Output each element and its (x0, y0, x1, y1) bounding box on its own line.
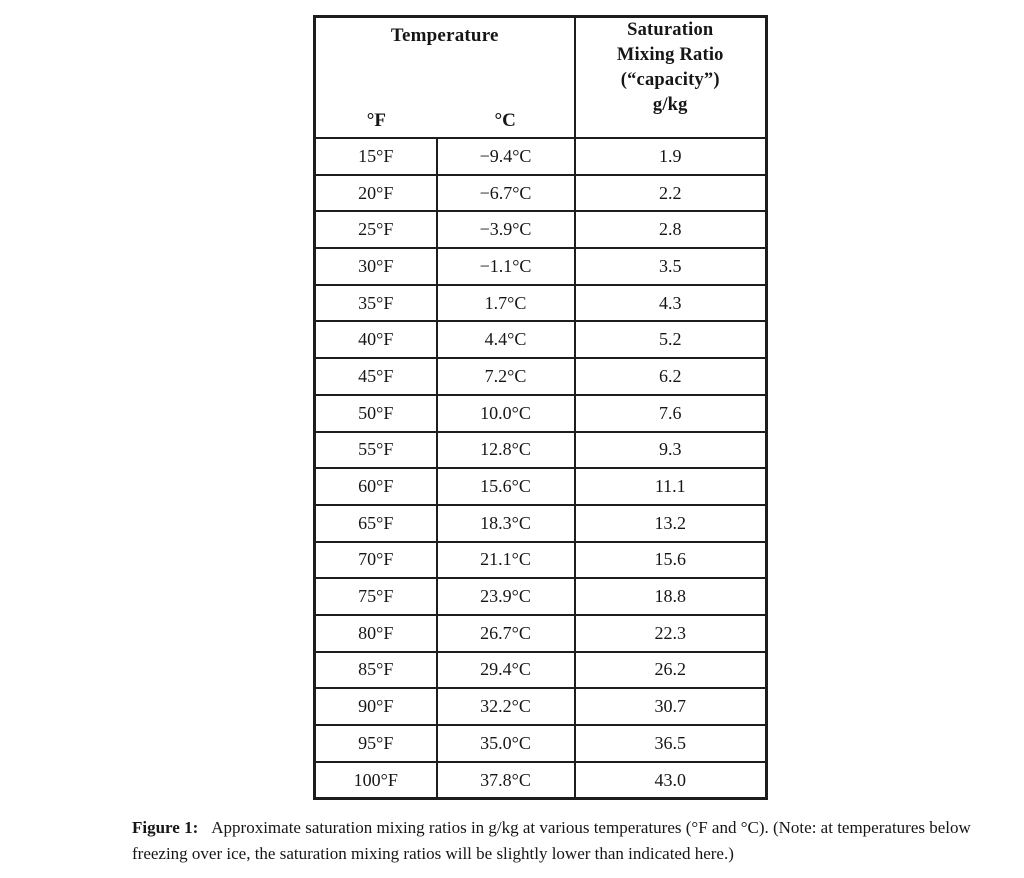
fahrenheit-column-label: °F (366, 110, 387, 131)
ratio-cell: 3.5 (573, 247, 768, 286)
table-row: 80°F 26.7°C 22.3 (313, 613, 768, 653)
temp-f-cell: 15°F (313, 137, 438, 176)
temp-c-cell: −3.9°C (435, 210, 576, 250)
saturation-header-line-1: Saturation (627, 20, 714, 40)
temp-c-cell: −6.7°C (435, 173, 576, 213)
ratio-cell: 2.2 (573, 173, 768, 213)
table-row: 30°F −1.1°C 3.5 (313, 247, 768, 286)
temp-c-cell: −9.4°C (435, 137, 576, 176)
table-header-row: Temperature °F °C Saturation Mixing Rati… (313, 15, 768, 139)
saturation-mixing-ratio-table: Temperature °F °C Saturation Mixing Rati… (313, 15, 768, 801)
unit-labels-row: °F °C (316, 110, 574, 132)
temp-f-cell: 50°F (313, 393, 438, 433)
temp-c-cell: 7.2°C (435, 357, 576, 396)
temp-c-cell: 37.8°C (435, 760, 576, 800)
temperature-header-label: Temperature (390, 25, 499, 46)
table-row: 90°F 32.2°C 30.7 (313, 687, 768, 726)
table-row: 15°F −9.4°C 1.9 (313, 137, 768, 176)
table-row: 35°F 1.7°C 4.3 (313, 283, 768, 323)
temp-f-cell: 90°F (313, 687, 438, 726)
temp-f-cell: 100°F (313, 760, 438, 800)
ratio-cell: 11.1 (573, 467, 768, 506)
table-row: 75°F 23.9°C 18.8 (313, 577, 768, 616)
temp-f-cell: 70°F (313, 540, 438, 580)
temp-c-cell: 23.9°C (435, 577, 576, 616)
temperature-header-cell: Temperature °F °C (313, 15, 576, 139)
temp-c-cell: −1.1°C (435, 247, 576, 286)
saturation-header-line-4: g/kg (652, 95, 688, 115)
ratio-cell: 1.9 (573, 137, 768, 176)
temp-c-cell: 1.7°C (435, 283, 576, 323)
temp-f-cell: 35°F (313, 283, 438, 323)
table-row: 70°F 21.1°C 15.6 (313, 540, 768, 580)
table-row: 45°F 7.2°C 6.2 (313, 357, 768, 396)
ratio-cell: 2.8 (573, 210, 768, 250)
ratio-cell: 13.2 (573, 503, 768, 543)
temp-c-cell: 12.8°C (435, 430, 576, 470)
ratio-cell: 18.8 (573, 577, 768, 616)
ratio-cell: 22.3 (573, 613, 768, 653)
table-row: 85°F 29.4°C 26.2 (313, 650, 768, 690)
temp-c-cell: 15.6°C (435, 467, 576, 506)
temp-f-cell: 75°F (313, 577, 438, 616)
table-row: 55°F 12.8°C 9.3 (313, 430, 768, 470)
temp-f-cell: 80°F (313, 613, 438, 653)
ratio-cell: 9.3 (573, 430, 768, 470)
table-row: 95°F 35.0°C 36.5 (313, 724, 768, 763)
temp-f-cell: 55°F (313, 430, 438, 470)
saturation-header-cell: Saturation Mixing Ratio (“capacity”) g/k… (573, 15, 768, 139)
temp-f-cell: 40°F (313, 320, 438, 360)
temp-c-cell: 29.4°C (435, 650, 576, 690)
table-row: 100°F 37.8°C 43.0 (313, 760, 768, 800)
ratio-cell: 26.2 (573, 650, 768, 690)
ratio-cell: 30.7 (573, 687, 768, 726)
temp-c-cell: 32.2°C (435, 687, 576, 726)
temp-c-cell: 10.0°C (435, 393, 576, 433)
figure-caption-text: Approximate saturation mixing ratios in … (132, 818, 971, 863)
table-row: 25°F −3.9°C 2.8 (313, 210, 768, 250)
temp-f-cell: 85°F (313, 650, 438, 690)
temp-f-cell: 25°F (313, 210, 438, 250)
figure-caption: Figure 1: Approximate saturation mixing r… (132, 815, 1014, 866)
table-row: 60°F 15.6°C 11.1 (313, 467, 768, 506)
temp-f-cell: 65°F (313, 503, 438, 543)
table-row: 40°F 4.4°C 5.2 (313, 320, 768, 360)
temp-c-cell: 18.3°C (435, 503, 576, 543)
temp-f-cell: 95°F (313, 724, 438, 763)
temp-f-cell: 45°F (313, 357, 438, 396)
ratio-cell: 43.0 (573, 760, 768, 800)
table-row: 50°F 10.0°C 7.6 (313, 393, 768, 433)
temp-c-cell: 21.1°C (435, 540, 576, 580)
ratio-cell: 15.6 (573, 540, 768, 580)
saturation-header-line-3: (“capacity”) (620, 70, 720, 90)
ratio-cell: 6.2 (573, 357, 768, 396)
ratio-cell: 36.5 (573, 724, 768, 763)
temp-c-cell: 26.7°C (435, 613, 576, 653)
ratio-cell: 5.2 (573, 320, 768, 360)
table-row: 20°F −6.7°C 2.2 (313, 173, 768, 213)
temp-f-cell: 60°F (313, 467, 438, 506)
ratio-cell: 4.3 (573, 283, 768, 323)
table-body: 15°F −9.4°C 1.9 20°F −6.7°C 2.2 25°F −3.… (313, 137, 768, 800)
temp-f-cell: 30°F (313, 247, 438, 286)
temp-c-cell: 4.4°C (435, 320, 576, 360)
table-header: Temperature °F °C Saturation Mixing Rati… (313, 15, 768, 139)
table-row: 65°F 18.3°C 13.2 (313, 503, 768, 543)
figure-caption-label: Figure 1: (132, 818, 199, 837)
celsius-column-label: °C (494, 110, 516, 131)
saturation-header-line-2: Mixing Ratio (616, 45, 724, 65)
temp-c-cell: 35.0°C (435, 724, 576, 763)
ratio-cell: 7.6 (573, 393, 768, 433)
temp-f-cell: 20°F (313, 173, 438, 213)
